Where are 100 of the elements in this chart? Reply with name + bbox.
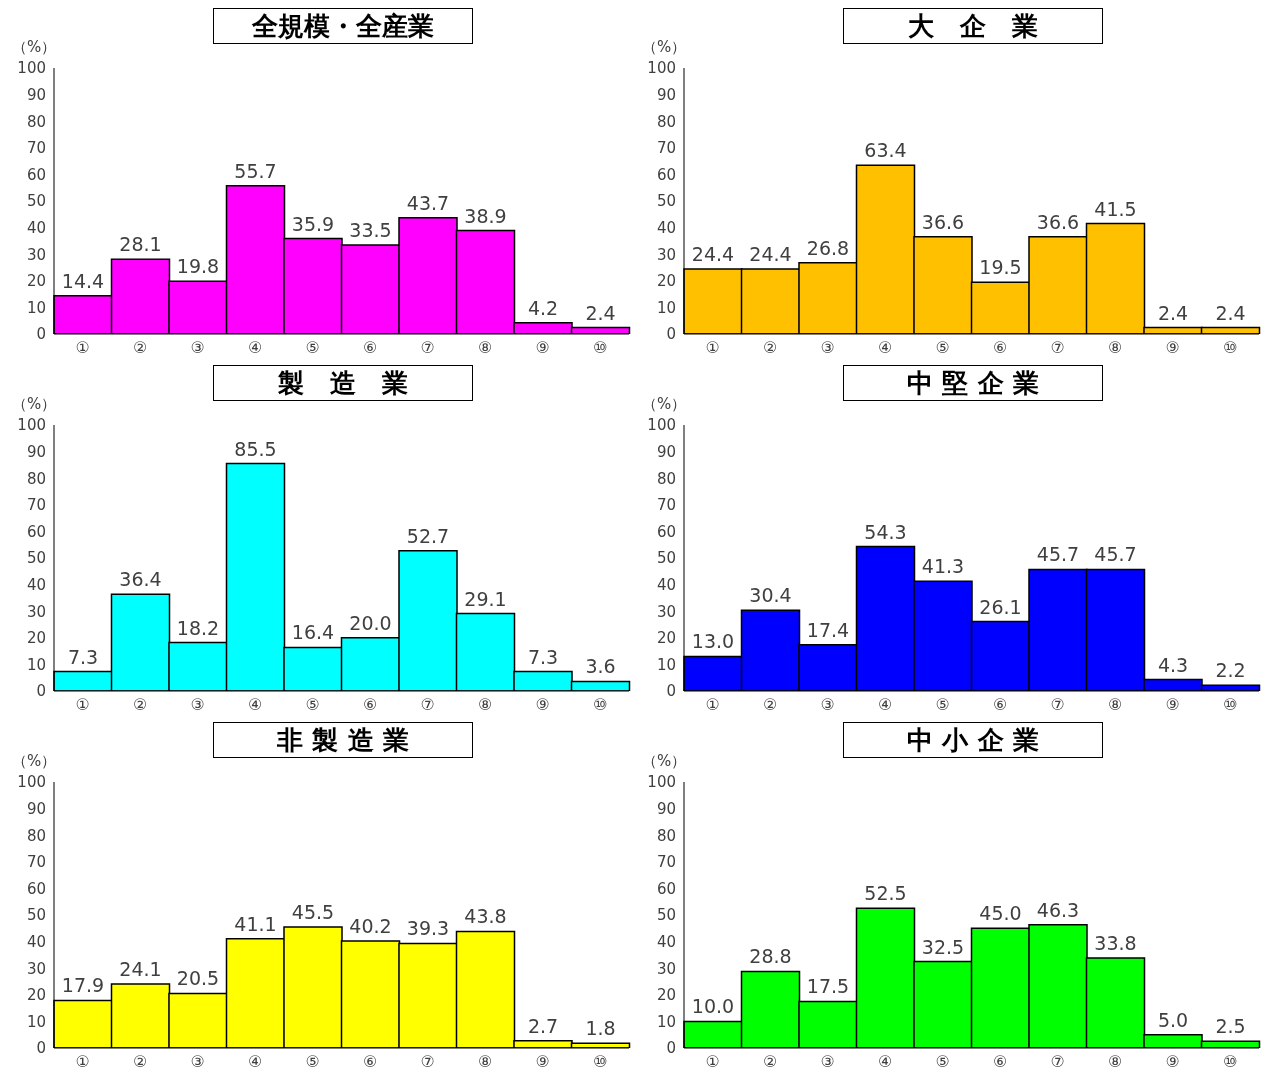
data-label: 19.8 (176, 255, 220, 278)
y-tick-label: 30 (26, 959, 46, 978)
y-axis-title: （%） (642, 752, 687, 771)
y-tick-label: 50 (656, 549, 676, 568)
data-label: 40.2 (349, 915, 392, 938)
x-tick-label: ① (705, 338, 720, 358)
y-tick-label: 70 (26, 139, 46, 158)
y-tick-label: 90 (656, 799, 676, 818)
y-tick-label: 100 (17, 773, 46, 792)
x-tick-label: ③ (190, 338, 205, 358)
data-label: 46.3 (1036, 898, 1080, 921)
data-label: 2.4 (1215, 301, 1246, 324)
x-tick-label: ⑧ (1108, 338, 1123, 358)
y-tick-label: 60 (26, 879, 46, 898)
y-tick-label: 100 (17, 59, 46, 78)
data-label: 28.1 (119, 233, 162, 256)
x-tick-label: ⑩ (1223, 338, 1238, 358)
x-tick-label: ③ (190, 695, 205, 715)
data-label: 1.8 (585, 1017, 616, 1040)
y-tick-label: 50 (26, 192, 46, 211)
data-label: 7.3 (527, 645, 559, 668)
data-label: 41.3 (921, 555, 965, 578)
x-tick-label: ⑩ (1223, 1052, 1238, 1072)
x-tick-label: ⑥ (993, 1052, 1008, 1072)
x-tick-label: ⑨ (1165, 338, 1180, 358)
x-tick-label: ④ (878, 338, 893, 358)
y-tick-label: 10 (656, 1012, 676, 1031)
y-axis-title: （%） (642, 395, 687, 414)
y-tick-label: 30 (656, 602, 676, 621)
x-tick-label: ⑤ (305, 338, 320, 358)
y-tick-label: 80 (656, 826, 676, 845)
y-tick-label: 0 (36, 682, 46, 701)
y-tick-label: 30 (656, 245, 676, 264)
data-label: 20.0 (349, 611, 392, 634)
y-tick-label: 70 (26, 496, 46, 515)
data-label: 16.4 (291, 621, 335, 644)
x-tick-label: ⑦ (1050, 1052, 1065, 1072)
y-tick-label: 90 (26, 442, 46, 461)
data-label: 24.1 (119, 957, 162, 980)
data-label: 29.1 (464, 587, 507, 610)
y-tick-label: 70 (656, 139, 676, 158)
x-tick-label: ⑧ (478, 695, 493, 715)
y-tick-label: 60 (26, 165, 46, 184)
y-tick-label: 10 (26, 655, 46, 674)
data-label: 32.5 (921, 935, 965, 958)
data-label: 39.3 (406, 917, 450, 940)
chart-title: 非 製 造 業 (213, 722, 473, 758)
data-label: 26.1 (979, 595, 1022, 618)
data-label: 14.4 (61, 269, 105, 292)
data-label: 35.9 (291, 212, 335, 235)
data-label: 45.7 (1036, 543, 1080, 566)
chart-title: 中 小 企 業 (843, 722, 1103, 758)
data-label: 41.1 (234, 912, 277, 935)
data-label: 36.6 (921, 210, 965, 233)
data-label: 38.9 (464, 204, 507, 227)
data-label: 17.5 (806, 975, 850, 998)
x-tick-label: ② (133, 695, 148, 715)
data-label: 43.8 (464, 905, 507, 928)
y-tick-label: 10 (656, 655, 676, 674)
y-tick-label: 100 (647, 773, 676, 792)
y-tick-label: 10 (656, 298, 676, 317)
chart-title: 製 造 業 (213, 365, 473, 401)
x-tick-label: ⑤ (935, 338, 950, 358)
y-tick-label: 30 (26, 245, 46, 264)
y-tick-label: 20 (656, 272, 676, 291)
y-tick-label: 0 (36, 1039, 46, 1058)
y-tick-label: 40 (656, 218, 676, 237)
x-tick-label: ⑨ (535, 695, 550, 715)
data-label: 55.7 (234, 159, 277, 182)
y-tick-label: 100 (647, 416, 676, 435)
y-tick-label: 90 (26, 85, 46, 104)
y-tick-label: 40 (26, 575, 46, 594)
data-label: 18.2 (176, 616, 220, 639)
x-tick-label: ② (763, 695, 778, 715)
data-label: 10.0 (691, 995, 735, 1018)
data-label: 45.0 (979, 902, 1022, 925)
data-label: 19.5 (979, 256, 1022, 279)
x-tick-label: ① (705, 1052, 720, 1072)
x-tick-label: ⑤ (935, 695, 950, 715)
y-tick-label: 40 (26, 932, 46, 951)
x-tick-label: ② (133, 1052, 148, 1072)
y-tick-label: 90 (656, 85, 676, 104)
x-tick-label: ① (75, 695, 90, 715)
data-label: 36.4 (119, 568, 162, 591)
data-label: 4.3 (1157, 653, 1189, 676)
data-label: 54.3 (864, 520, 907, 543)
y-axis-title: （%） (12, 752, 57, 771)
y-tick-label: 40 (656, 575, 676, 594)
x-tick-label: ⑦ (420, 695, 435, 715)
y-tick-label: 20 (656, 629, 676, 648)
x-tick-label: ② (763, 1052, 778, 1072)
y-tick-label: 30 (656, 959, 676, 978)
data-label: 45.7 (1094, 543, 1137, 566)
x-tick-label: ⑨ (1165, 695, 1180, 715)
y-tick-label: 70 (26, 853, 46, 872)
x-tick-label: ⑨ (535, 338, 550, 358)
y-tick-label: 50 (656, 192, 676, 211)
x-tick-label: ④ (878, 1052, 893, 1072)
y-tick-label: 30 (26, 602, 46, 621)
y-tick-label: 0 (36, 325, 46, 344)
